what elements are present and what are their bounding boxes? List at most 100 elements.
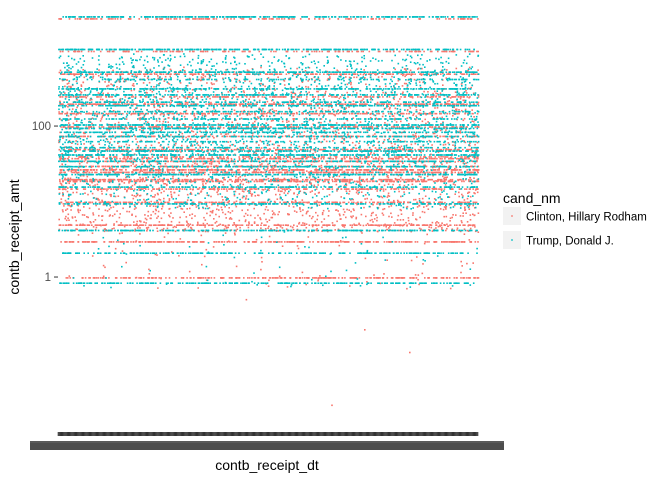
data-point	[201, 112, 204, 115]
data-point	[431, 96, 434, 98]
data-point	[451, 188, 453, 190]
data-point	[441, 201, 443, 204]
data-point	[220, 112, 222, 115]
data-point	[189, 178, 192, 181]
data-point	[122, 178, 125, 181]
data-point	[333, 135, 335, 138]
data-point	[440, 277, 443, 279]
data-point	[319, 73, 321, 75]
data-point	[439, 188, 441, 190]
data-point	[158, 241, 161, 243]
data-point	[258, 169, 261, 171]
data-point	[356, 112, 359, 115]
data-point	[234, 73, 236, 75]
data-point	[72, 103, 75, 105]
data-point	[228, 188, 230, 190]
data-point	[84, 148, 87, 151]
data-point	[452, 157, 455, 160]
data-point	[209, 148, 212, 151]
data-point	[342, 135, 344, 138]
data-point	[344, 112, 347, 115]
data-point	[344, 160, 346, 163]
data-point	[88, 171, 91, 174]
data-point	[435, 171, 438, 174]
data-point	[458, 169, 461, 171]
data-point	[410, 169, 412, 171]
data-point	[422, 73, 424, 75]
data-point	[381, 126, 383, 128]
data-point	[255, 178, 257, 181]
data-point	[361, 188, 364, 190]
data-point	[83, 241, 85, 243]
data-point	[139, 180, 141, 183]
data-point	[211, 188, 214, 190]
data-point	[310, 148, 312, 151]
data-point	[450, 241, 453, 243]
data-point	[247, 241, 249, 243]
data-point	[109, 126, 111, 128]
data-point	[225, 148, 227, 151]
data-point	[276, 73, 278, 75]
data-point	[272, 277, 274, 279]
data-point	[68, 156, 70, 158]
data-point	[468, 157, 471, 160]
data-point	[292, 171, 294, 174]
data-point	[105, 201, 108, 204]
data-point	[75, 103, 77, 105]
data-point	[154, 135, 156, 138]
data-point	[329, 103, 332, 105]
data-point	[172, 156, 175, 158]
data-point	[474, 180, 477, 183]
data-point	[217, 126, 220, 128]
data-point	[116, 126, 119, 128]
data-point	[152, 135, 155, 138]
data-point	[408, 201, 410, 204]
data-point	[147, 103, 149, 105]
data-point	[440, 73, 442, 75]
data-point	[84, 96, 86, 98]
data-point	[464, 112, 466, 115]
data-point	[472, 73, 474, 75]
data-point	[235, 112, 238, 115]
data-point	[125, 241, 128, 243]
data-point	[212, 160, 214, 163]
data-point	[341, 180, 344, 183]
data-point	[402, 157, 404, 160]
data-point	[372, 241, 375, 243]
data-point	[386, 241, 388, 243]
data-point	[121, 241, 123, 243]
data-point	[231, 241, 234, 243]
data-point	[356, 157, 359, 160]
data-point	[305, 201, 307, 204]
data-point	[351, 224, 353, 226]
data-point	[190, 103, 192, 105]
data-point	[353, 157, 356, 160]
data-point	[141, 160, 143, 163]
data-point	[389, 224, 392, 226]
data-point	[180, 277, 183, 279]
data-point	[441, 188, 443, 190]
data-point	[238, 277, 241, 279]
data-point	[399, 160, 401, 163]
data-point	[112, 178, 115, 181]
data-point	[141, 148, 144, 151]
data-point	[243, 241, 246, 243]
data-point	[142, 188, 144, 190]
data-point	[296, 73, 298, 75]
data-point	[290, 241, 293, 243]
data-point	[98, 157, 100, 160]
data-point	[170, 188, 172, 190]
data-point	[412, 73, 414, 75]
data-point	[417, 169, 419, 171]
data-point	[251, 171, 254, 174]
data-point	[317, 241, 319, 243]
data-point	[404, 103, 407, 105]
data-point	[140, 224, 142, 226]
data-point	[69, 277, 71, 279]
data-point	[377, 169, 380, 171]
data-point	[467, 201, 469, 204]
data-point	[407, 103, 410, 105]
data-point	[364, 188, 366, 190]
data-point	[311, 156, 313, 158]
data-point	[165, 148, 167, 151]
